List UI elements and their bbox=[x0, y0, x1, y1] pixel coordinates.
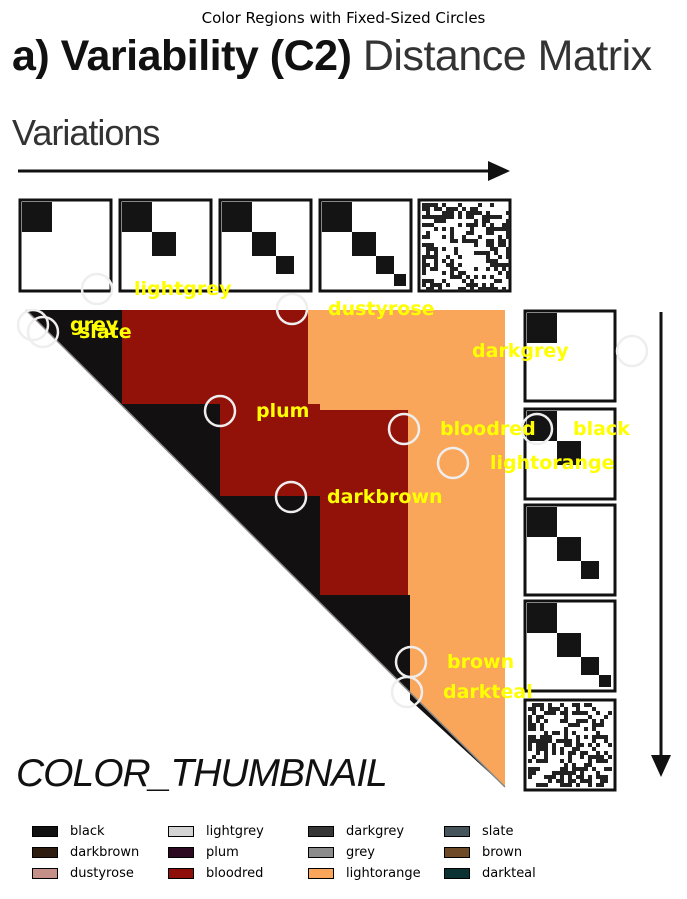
legend-item-dustyrose: dustyrose bbox=[32, 866, 134, 881]
legend: black darkbrown dustyrose lightgrey plum bloo… bbox=[24, 824, 684, 894]
legend-label: slate bbox=[482, 824, 514, 839]
label-bloodred: bloodred bbox=[440, 418, 536, 440]
label-plum: plum bbox=[256, 400, 310, 422]
thumbnail bbox=[218, 198, 313, 293]
circle-darkgrey bbox=[615, 334, 649, 368]
legend-swatch bbox=[32, 847, 58, 858]
legend-swatch bbox=[308, 868, 334, 879]
legend-swatch bbox=[308, 826, 334, 837]
matrix-red-block-2 bbox=[220, 404, 320, 496]
thumbnail bbox=[417, 198, 512, 293]
thumbnail bbox=[523, 503, 617, 597]
label-grey: grey bbox=[70, 314, 119, 336]
thumbnail bbox=[18, 198, 113, 293]
legend-item-slate: slate bbox=[444, 824, 513, 839]
figure-title: Color Regions with Fixed-Sized Circles bbox=[201, 9, 486, 27]
legend-swatch bbox=[444, 826, 470, 837]
legend-item-darkteal: darkteal bbox=[444, 866, 536, 881]
circle-black bbox=[520, 412, 554, 446]
label-darkbrown: darkbrown bbox=[327, 486, 443, 508]
circle-bloodred bbox=[387, 412, 421, 446]
thumbnail bbox=[523, 599, 617, 693]
horizontal-arrow bbox=[18, 161, 510, 181]
label-darkgrey: darkgrey bbox=[472, 340, 569, 362]
region-circles bbox=[16, 272, 649, 709]
legend-label: bloodred bbox=[206, 866, 264, 881]
legend-swatch bbox=[308, 847, 334, 858]
legend-label: black bbox=[70, 824, 105, 839]
circle-lightgrey bbox=[80, 272, 114, 306]
legend-swatch bbox=[32, 868, 58, 879]
vertical-arrow bbox=[651, 312, 671, 777]
label-lightorange: lightorange bbox=[490, 452, 615, 474]
color-thumbnail-label: COLOR_THUMBNAIL bbox=[16, 752, 388, 795]
top-thumbnail-row bbox=[18, 198, 512, 293]
legend-label: dustyrose bbox=[70, 866, 134, 881]
legend-label: plum bbox=[206, 845, 239, 860]
legend-item-bloodred: bloodred bbox=[168, 866, 263, 881]
legend-swatch bbox=[444, 847, 470, 858]
circle-dustyrose bbox=[275, 292, 309, 326]
circle-darkbrown bbox=[274, 480, 308, 514]
legend-swatch bbox=[168, 826, 194, 837]
legend-swatch bbox=[444, 868, 470, 879]
thumbnail bbox=[523, 309, 617, 403]
diagram-heading: a) Variability (C2) Distance Matrix bbox=[12, 32, 652, 81]
label-darkteal: darkteal bbox=[443, 681, 533, 703]
label-slate: slate bbox=[79, 321, 132, 343]
thumbnail bbox=[523, 698, 617, 792]
label-dustyrose: dustyrose bbox=[328, 298, 435, 320]
legend-label: lightorange bbox=[346, 866, 421, 881]
legend-item-plum: plum bbox=[168, 845, 239, 860]
legend-label: lightgrey bbox=[206, 824, 264, 839]
thumbnail bbox=[118, 198, 213, 293]
label-black: black bbox=[573, 418, 630, 440]
legend-swatch bbox=[168, 868, 194, 879]
legend-swatch bbox=[32, 826, 58, 837]
thumbnail bbox=[318, 198, 413, 293]
legend-item-black: black bbox=[32, 824, 105, 839]
label-brown: brown bbox=[447, 651, 515, 673]
legend-label: brown bbox=[482, 845, 523, 860]
heading-light-part: Distance Matrix bbox=[362, 32, 652, 80]
circle-slate bbox=[26, 315, 60, 349]
legend-item-grey: grey bbox=[308, 845, 375, 860]
distance-matrix bbox=[25, 309, 506, 788]
circle-darkteal bbox=[390, 675, 424, 709]
heading-bold-part: a) Variability (C2) bbox=[12, 32, 352, 80]
legend-item-darkgrey: darkgrey bbox=[308, 824, 404, 839]
legend-item-lightorange: lightorange bbox=[308, 866, 421, 881]
legend-label: darkgrey bbox=[346, 824, 405, 839]
circle-plum bbox=[203, 394, 237, 428]
matrix-red-block-1 bbox=[122, 310, 308, 404]
right-thumbnail-column bbox=[523, 309, 617, 792]
variations-label: Variations bbox=[12, 112, 160, 153]
legend-item-brown: brown bbox=[444, 845, 522, 860]
legend-label: grey bbox=[346, 845, 376, 860]
legend-label: darkbrown bbox=[70, 845, 140, 860]
legend-swatch bbox=[168, 847, 194, 858]
legend-item-lightgrey: lightgrey bbox=[168, 824, 264, 839]
label-lightgrey: lightgrey bbox=[134, 278, 232, 300]
circle-lightorange bbox=[436, 446, 470, 480]
legend-label: darkteal bbox=[482, 866, 536, 881]
legend-item-darkbrown: darkbrown bbox=[32, 845, 139, 860]
circle-grey bbox=[16, 308, 50, 342]
